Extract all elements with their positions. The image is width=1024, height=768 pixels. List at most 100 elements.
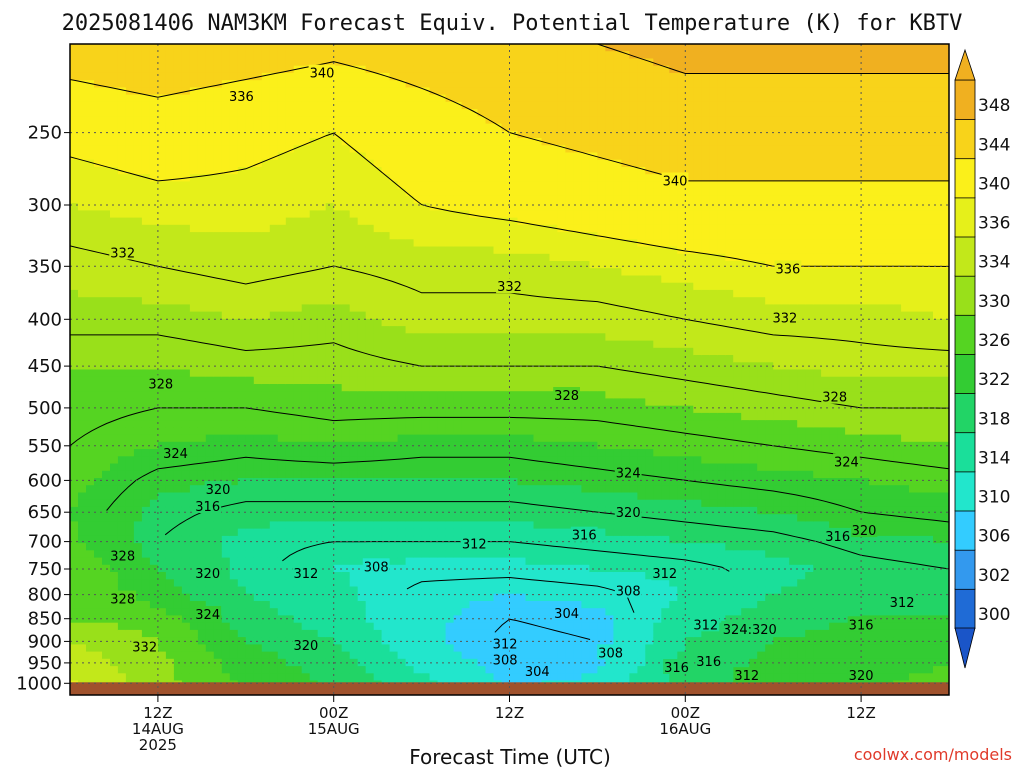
field-cell [213, 87, 223, 96]
field-cell [245, 72, 255, 81]
field-cell [261, 232, 271, 240]
field-cell [102, 109, 111, 117]
field-cell [133, 232, 143, 240]
field-cell [86, 564, 95, 573]
field-cell [149, 101, 159, 110]
field-cell [181, 651, 191, 660]
field-cell [397, 543, 407, 551]
field-cell [94, 564, 103, 573]
field-cell [125, 391, 135, 399]
field-cell [253, 412, 263, 421]
field-cell [197, 376, 207, 385]
field-cell [309, 152, 319, 161]
field-cell [70, 557, 79, 566]
field-cell [333, 644, 343, 653]
field-cell [197, 579, 207, 588]
field-cell [461, 608, 471, 616]
field-cell [309, 355, 319, 363]
field-cell [485, 485, 495, 493]
field-cell [357, 478, 367, 486]
field-cell [341, 506, 351, 515]
field-cell [461, 282, 471, 291]
field-cell [421, 651, 431, 660]
field-cell [469, 210, 479, 219]
field-cell [381, 593, 391, 602]
field-cell [501, 174, 511, 182]
field-cell [165, 347, 175, 356]
field-cell [373, 615, 383, 624]
field-cell [117, 355, 127, 363]
field-cell [86, 449, 95, 457]
field-cell [373, 369, 383, 378]
field-cell [421, 485, 431, 493]
field-cell [461, 289, 471, 298]
field-cell [189, 116, 199, 125]
field-cell [70, 246, 79, 255]
field-cell [229, 622, 239, 631]
field-cell [70, 470, 79, 479]
field-cell [70, 550, 79, 559]
field-cell [94, 289, 103, 298]
field-cell [485, 51, 495, 59]
field-cell [301, 311, 311, 320]
field-cell [477, 44, 487, 52]
field-cell [253, 138, 263, 146]
field-cell [94, 87, 103, 96]
field-cell [325, 355, 335, 363]
field-cell [149, 58, 159, 67]
field-cell [237, 145, 247, 154]
field-cell [373, 463, 383, 472]
field-cell [437, 311, 447, 320]
field-cell [381, 224, 391, 233]
field-cell [365, 239, 375, 248]
field-cell [261, 130, 271, 139]
field-cell [189, 333, 199, 342]
field-cell [453, 138, 463, 146]
field-cell [365, 333, 375, 342]
field-cell [389, 485, 399, 493]
field-cell [149, 629, 159, 638]
field-cell [102, 224, 111, 233]
field-cell [445, 449, 455, 457]
field-cell [133, 441, 143, 450]
field-cell [461, 449, 471, 457]
field-cell [197, 369, 207, 378]
field-cell [269, 94, 279, 103]
field-cell [341, 101, 351, 110]
field-cell [389, 615, 399, 624]
field-cell [149, 282, 159, 291]
field-cell [245, 58, 255, 67]
field-cell [477, 651, 487, 660]
field-cell [341, 159, 351, 168]
field-cell [501, 318, 511, 327]
field-cell [86, 492, 95, 501]
field-cell [86, 44, 95, 52]
field-cell [437, 347, 447, 356]
field-cell [133, 72, 143, 81]
field-cell [269, 232, 279, 240]
field-cell [173, 239, 183, 248]
field-cell [437, 44, 447, 52]
field-cell [213, 239, 223, 248]
field-cell [149, 557, 159, 566]
field-cell [197, 629, 207, 638]
field-cell [86, 130, 95, 139]
field-cell [125, 318, 135, 327]
field-cell [133, 268, 143, 276]
field-cell [141, 289, 151, 298]
field-cell [133, 224, 143, 233]
field-cell [94, 72, 103, 81]
field-cell [181, 275, 191, 284]
field-cell [389, 601, 399, 609]
field-cell [117, 564, 127, 573]
field-cell [117, 195, 127, 204]
field-cell [110, 333, 119, 342]
field-cell [149, 116, 159, 125]
field-cell [94, 51, 103, 59]
field-cell [301, 666, 311, 674]
field-cell [389, 275, 399, 284]
field-cell [181, 412, 191, 421]
field-cell [269, 145, 279, 154]
field-cell [78, 499, 87, 508]
field-cell [453, 297, 463, 305]
